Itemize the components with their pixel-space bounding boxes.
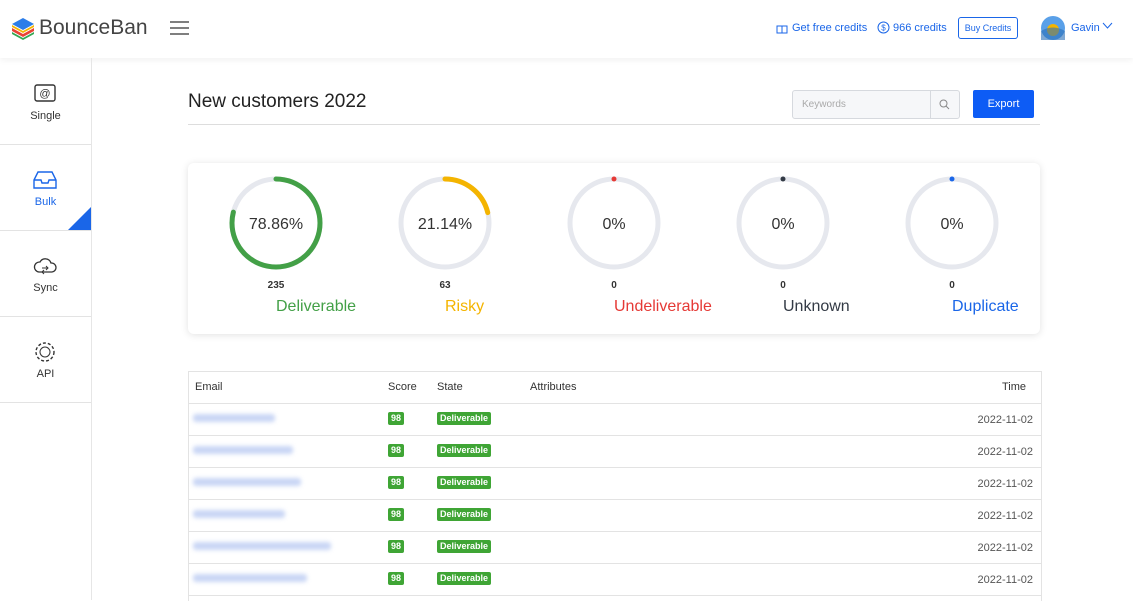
column-header: Score — [388, 381, 417, 393]
gauge-arc — [567, 176, 661, 270]
state-badge: Deliverable — [437, 508, 492, 521]
state-badge: Deliverable — [437, 412, 492, 425]
gift-icon — [776, 25, 788, 34]
email-redacted — [193, 510, 285, 518]
top-bar: BounceBan Get free credits $ 966 credits… — [0, 0, 1133, 58]
email-redacted — [193, 478, 301, 486]
email-redacted — [193, 446, 293, 454]
search-placeholder: Keywords — [802, 99, 846, 110]
brand: BounceBan — [39, 16, 148, 39]
sidebar-label: Bulk — [34, 196, 57, 208]
sidebar-item[interactable]: @ Single — [0, 58, 91, 145]
user-name[interactable]: Gavin — [1071, 22, 1100, 34]
gauge-percent: 0% — [771, 216, 794, 233]
gauge-count: 0 — [949, 280, 955, 291]
gauge-count: 235 — [268, 280, 285, 291]
gauge-count: 63 — [439, 280, 451, 291]
row-rule — [188, 531, 1041, 532]
row-rule — [188, 595, 1041, 596]
status-pill: Unknown — [783, 298, 850, 315]
gauge-count: 0 — [611, 280, 617, 291]
dropdown-caret[interactable] — [1102, 22, 1113, 30]
sidebar-label: API — [36, 368, 55, 380]
state-badge: Deliverable — [437, 540, 492, 553]
score-badge: 98 — [388, 508, 405, 521]
row-rule — [188, 499, 1041, 500]
column-header: Attributes — [530, 381, 577, 393]
sidebar-icon: @ — [34, 84, 56, 102]
buy-credits-button[interactable]: Buy Credits — [958, 17, 1018, 39]
search-box[interactable]: Keywords — [792, 90, 960, 119]
time: 2022-11-02 — [977, 510, 1033, 522]
svg-text:$: $ — [881, 24, 886, 33]
gauge-percent: 0% — [940, 216, 963, 233]
sidebar-label: Sync — [33, 282, 58, 294]
sidebar-item[interactable]: Sync — [0, 230, 91, 317]
search-icon — [939, 99, 950, 110]
active-marker — [68, 207, 91, 230]
menu-button[interactable] — [170, 20, 190, 36]
row-rule — [188, 563, 1041, 564]
score-badge: 98 — [388, 412, 405, 425]
row-rule — [188, 435, 1041, 436]
email-redacted — [193, 574, 307, 582]
status-pill: Undeliverable — [614, 298, 712, 315]
avatar[interactable] — [1041, 16, 1065, 40]
score-badge: 98 — [388, 444, 405, 457]
state-badge: Deliverable — [437, 476, 492, 489]
score-badge: 98 — [388, 476, 405, 489]
time: 2022-11-02 — [977, 414, 1033, 426]
sidebar-label: Single — [30, 110, 61, 122]
status-pill: Deliverable — [276, 298, 357, 315]
sidebar-icon — [35, 342, 55, 362]
credits: 966 credits — [893, 22, 947, 34]
status-pill: Risky — [445, 298, 485, 315]
time: 2022-11-02 — [977, 446, 1033, 458]
gauge-arc — [736, 176, 830, 270]
gauge-percent: 0% — [602, 216, 625, 233]
free-credits-link[interactable]: Get free credits — [792, 22, 868, 34]
score-badge: 98 — [388, 540, 405, 553]
header-rule — [188, 403, 1041, 404]
sidebar-icon — [33, 258, 57, 275]
page-title: New customers 2022 — [188, 91, 367, 112]
results-table — [188, 371, 1042, 601]
gauge-count: 0 — [780, 280, 786, 291]
column-header: Email — [195, 381, 223, 393]
sidebar-icon — [33, 171, 57, 189]
sidebar: @ Single Bulk Sync API — [0, 58, 92, 600]
coin-icon: $ — [877, 21, 890, 34]
gauge-arc — [229, 176, 323, 270]
gauge-percent: 78.86% — [249, 216, 303, 233]
email-redacted — [193, 414, 275, 422]
svg-text:@: @ — [39, 88, 50, 100]
sidebar-item[interactable]: Bulk — [0, 144, 91, 231]
export-button[interactable]: Export — [973, 90, 1034, 118]
divider — [188, 124, 1040, 125]
sidebar-item[interactable]: API — [0, 316, 91, 403]
state-badge: Deliverable — [437, 444, 492, 457]
state-badge: Deliverable — [437, 572, 492, 585]
row-rule — [188, 467, 1041, 468]
score-badge: 98 — [388, 572, 405, 585]
gauge-arc — [905, 176, 999, 270]
column-header: State — [437, 381, 463, 393]
time: 2022-11-02 — [977, 542, 1033, 554]
logo-icon — [12, 18, 34, 40]
status-pill: Duplicate — [952, 298, 1019, 315]
gauge-arc — [398, 176, 492, 270]
gauge-percent: 21.14% — [418, 216, 472, 233]
email-redacted — [193, 542, 331, 550]
column-header: Time — [1001, 381, 1026, 393]
time: 2022-11-02 — [977, 574, 1033, 586]
time: 2022-11-02 — [977, 478, 1033, 490]
